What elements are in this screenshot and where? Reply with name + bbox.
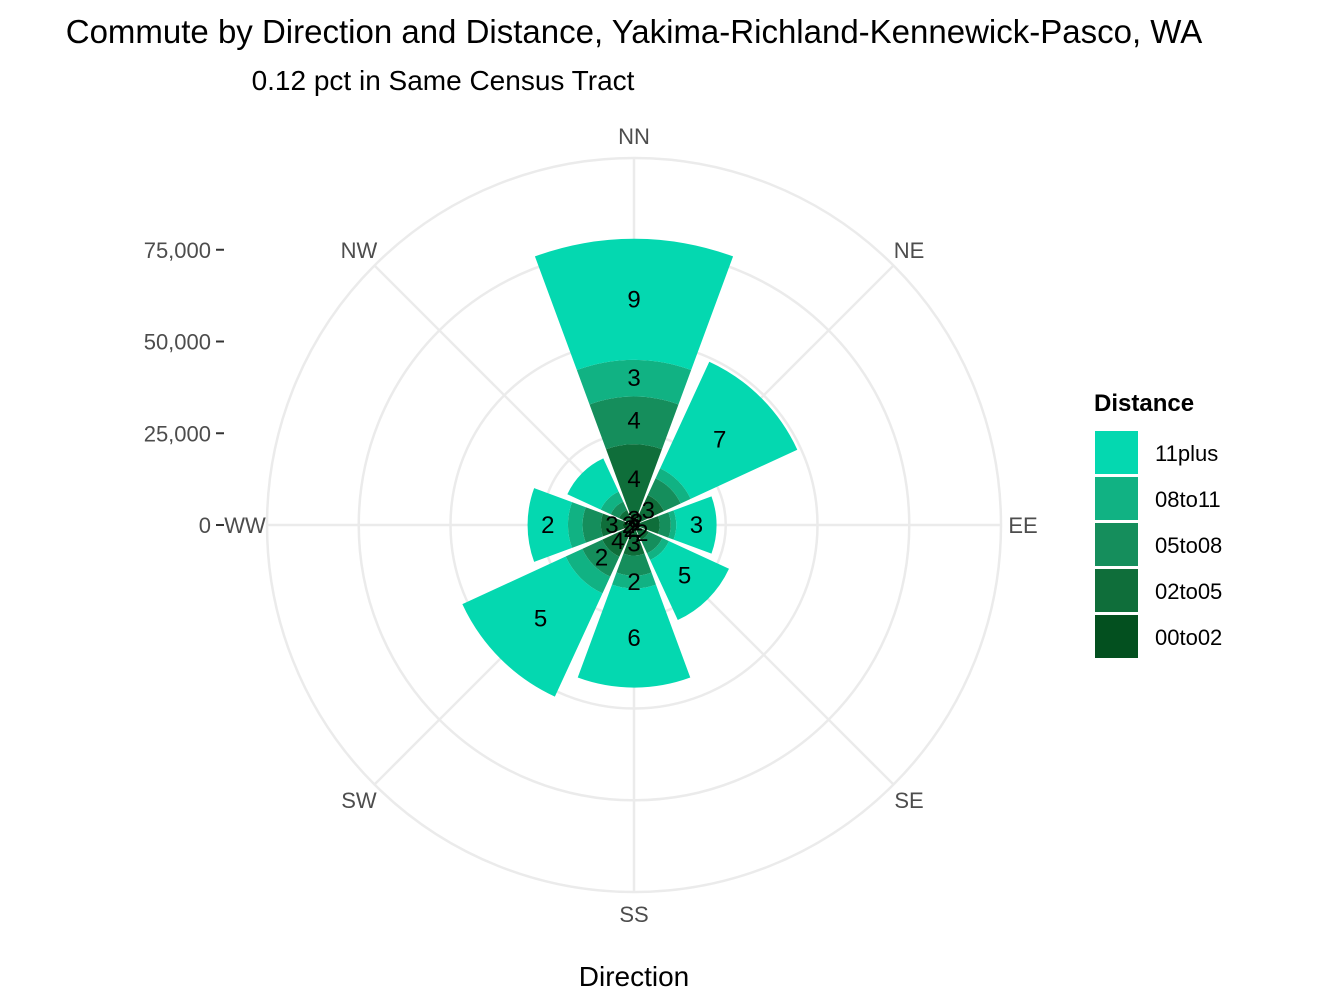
bar-ne-00to02 [634, 518, 641, 525]
legend-key-11plus [1095, 431, 1138, 474]
bar-nw-08to11 [600, 491, 624, 515]
bar-ee-00to02 [634, 523, 640, 527]
bar-se-08to11 [647, 538, 669, 560]
bar-ww-00to02 [622, 521, 634, 529]
bar-ss-08to11 [612, 572, 656, 589]
bar-sw-00to02 [624, 525, 634, 535]
direction-label-nw: NW [341, 238, 378, 263]
legend-label-02to05: 02to05 [1155, 579, 1222, 604]
bar-label-ss-00to02: 2 [627, 515, 640, 542]
bar-label-sw-02to05: 4 [611, 528, 624, 555]
bar-nw-05to08 [610, 501, 628, 519]
radial-tick-label-3: 75,000 [144, 238, 211, 263]
bar-label-nn-05to08: 4 [627, 407, 640, 434]
bars [462, 238, 798, 697]
bar-nn-11plus [534, 238, 734, 371]
bar-ss-11plus [577, 584, 691, 688]
bar-sw-11plus [462, 556, 603, 697]
bar-label-nn-08to11: 3 [627, 365, 640, 392]
legend-label-05to08: 05to08 [1155, 533, 1222, 558]
bar-nn-02to05 [606, 444, 662, 515]
bar-ww-05to08 [582, 507, 604, 543]
direction-label-sw: SW [341, 788, 377, 813]
legend-key-02to05 [1095, 569, 1138, 612]
bar-sw-05to08 [582, 539, 620, 577]
bar-nn-05to08 [589, 396, 679, 450]
bar-label-ee-11plus: 3 [690, 512, 703, 539]
bar-ss-02to05 [623, 531, 645, 556]
bar-label-nn-11plus: 9 [627, 286, 640, 313]
bar-label-ne-11plus: 7 [713, 426, 726, 453]
bar-ww-11plus [527, 488, 573, 562]
bar-nn-00to02 [630, 513, 638, 525]
bar-ne-08to11 [655, 468, 691, 504]
direction-label-ee: EE [1008, 513, 1037, 538]
legend-label-00to02: 00to02 [1155, 625, 1222, 650]
bar-label-nn-02to05: 4 [627, 466, 640, 493]
bar-label-ww-00to02: 2 [622, 512, 635, 539]
direction-label-ww: WW [224, 513, 266, 538]
radial-tick-label-2: 50,000 [144, 330, 211, 355]
bar-ne-05to08 [647, 478, 681, 512]
bar-se-11plus [650, 541, 729, 620]
bar-ss-00to02 [631, 525, 637, 532]
bar-label-ne-00to02: 2 [630, 509, 643, 536]
bar-ne-11plus [660, 361, 798, 499]
legend-title: Distance [1094, 390, 1194, 417]
chart-title: Commute by Direction and Distance, Yakim… [66, 13, 1203, 50]
legend-key-00to02 [1095, 615, 1138, 658]
bar-ne-02to05 [637, 495, 664, 522]
bar-ee-11plus [673, 496, 717, 554]
bar-ss-05to08 [616, 553, 652, 576]
direction-labels: NN NE EE SE SS SW WW NW [224, 124, 1037, 927]
bar-label-sw-11plus: 5 [534, 605, 547, 632]
bar-label-se-02to05: 2 [635, 520, 648, 547]
direction-label-ne: NE [894, 238, 925, 263]
bar-sw-02to05 [602, 529, 630, 557]
bar-ee-08to11 [668, 510, 677, 540]
bar-nn-08to11 [576, 359, 692, 405]
radial-tick-label-0: 0 [199, 513, 211, 538]
bar-nw-02to05 [619, 510, 631, 522]
radial-axis: 0 25,000 50,000 75,000 [144, 238, 224, 538]
direction-label-nn: NN [618, 124, 650, 149]
legend: Distance 11plus 08to11 05to08 02to05 00to02 [1094, 390, 1222, 658]
bar-label-ss-11plus: 6 [627, 625, 640, 652]
direction-label-se: SE [894, 788, 923, 813]
bar-label-sw-05to08: 2 [595, 544, 608, 571]
bar-label-nn-00to02: 3 [627, 506, 640, 533]
bar-se-00to02 [634, 525, 639, 530]
legend-label-08to11: 08to11 [1155, 487, 1221, 512]
radial-tick-label-1: 25,000 [144, 421, 211, 446]
bar-label-se-11plus: 5 [678, 563, 691, 590]
bar-se-02to05 [636, 527, 649, 540]
bar-label-ss-02to05: 3 [627, 531, 640, 558]
bar-nw-11plus [567, 458, 619, 510]
bar-label-ww-02to05: 3 [605, 512, 618, 539]
legend-key-08to11 [1095, 477, 1138, 520]
bar-label-ww-11plus: 2 [541, 512, 554, 539]
bar-ee-05to08 [658, 512, 671, 538]
x-axis-title: Direction [579, 961, 689, 992]
legend-key-05to08 [1095, 523, 1138, 566]
bar-label-ss-08to11: 2 [627, 569, 640, 596]
bar-ee-02to05 [639, 516, 660, 534]
bar-label-sw-00to02: 2 [623, 516, 636, 543]
bar-se-05to08 [640, 531, 663, 554]
bar-ww-08to11 [567, 502, 586, 548]
bar-nw-00to02 [627, 518, 634, 525]
direction-label-ss: SS [619, 902, 648, 927]
legend-label-11plus: 11plus [1155, 441, 1218, 466]
bar-label-ne-02to05: 3 [642, 498, 655, 525]
bar-sw-08to11 [565, 548, 611, 594]
chart-subtitle: 0.12 pct in Same Census Tract [252, 65, 635, 96]
bar-ww-02to05 [600, 513, 624, 537]
